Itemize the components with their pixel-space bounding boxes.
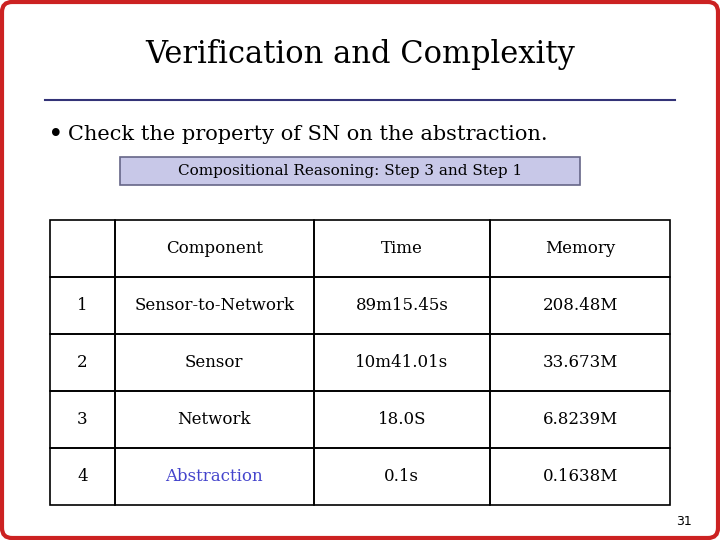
Text: Memory: Memory xyxy=(545,240,615,257)
Bar xyxy=(115,220,313,277)
Bar xyxy=(50,391,115,448)
Text: 1: 1 xyxy=(77,297,88,314)
Text: 10m41.01s: 10m41.01s xyxy=(355,354,449,371)
Bar xyxy=(115,448,313,505)
Bar xyxy=(313,277,490,334)
Bar xyxy=(313,220,490,277)
Text: Network: Network xyxy=(178,411,251,428)
Bar xyxy=(313,334,490,391)
Text: 2: 2 xyxy=(77,354,88,371)
Text: Abstraction: Abstraction xyxy=(166,468,263,485)
Text: •: • xyxy=(48,122,63,148)
Text: 33.673M: 33.673M xyxy=(542,354,618,371)
Text: 208.48M: 208.48M xyxy=(542,297,618,314)
Bar xyxy=(490,277,670,334)
Text: 0.1s: 0.1s xyxy=(384,468,419,485)
Bar xyxy=(50,277,115,334)
Text: Component: Component xyxy=(166,240,263,257)
Bar xyxy=(490,220,670,277)
Bar xyxy=(115,391,313,448)
Bar xyxy=(50,220,115,277)
Text: 0.1638M: 0.1638M xyxy=(542,468,618,485)
Bar xyxy=(490,448,670,505)
Text: Sensor: Sensor xyxy=(185,354,243,371)
Text: 31: 31 xyxy=(676,515,692,528)
Text: 3: 3 xyxy=(77,411,88,428)
Text: 89m15.45s: 89m15.45s xyxy=(356,297,449,314)
Text: Verification and Complexity: Verification and Complexity xyxy=(145,39,575,71)
Bar xyxy=(50,448,115,505)
Text: Sensor-to-Network: Sensor-to-Network xyxy=(135,297,294,314)
Bar xyxy=(313,391,490,448)
Text: Time: Time xyxy=(381,240,423,257)
Bar xyxy=(313,448,490,505)
Text: 6.8239M: 6.8239M xyxy=(542,411,618,428)
Bar xyxy=(490,391,670,448)
Bar xyxy=(490,334,670,391)
Bar xyxy=(50,334,115,391)
Bar xyxy=(115,334,313,391)
Text: 4: 4 xyxy=(77,468,88,485)
Text: Check the property of SN on the abstraction.: Check the property of SN on the abstract… xyxy=(68,125,548,145)
Text: 18.0S: 18.0S xyxy=(377,411,426,428)
Bar xyxy=(115,277,313,334)
Bar xyxy=(120,157,580,185)
Text: Compositional Reasoning: Step 3 and Step 1: Compositional Reasoning: Step 3 and Step… xyxy=(178,164,522,178)
